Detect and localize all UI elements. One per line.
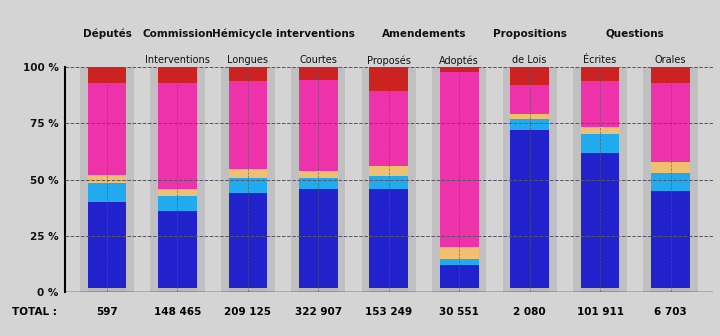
Text: TOTAL :: TOTAL : [12, 307, 57, 318]
Bar [361, 67, 416, 292]
Bar [651, 191, 690, 288]
Bar [228, 193, 267, 288]
Bar [651, 162, 690, 173]
Bar [299, 177, 338, 189]
Bar [88, 288, 127, 292]
Bar [299, 189, 338, 288]
Text: Interventions: Interventions [145, 55, 210, 66]
Bar [228, 67, 267, 81]
Text: 322 907: 322 907 [294, 307, 342, 318]
Text: Amendements: Amendements [382, 29, 467, 39]
Bar [299, 288, 338, 292]
Bar [440, 259, 479, 265]
Bar [158, 83, 197, 189]
Bar [581, 67, 619, 81]
Text: de Lois: de Lois [513, 55, 547, 66]
Bar [510, 115, 549, 119]
Bar [651, 173, 690, 191]
Bar [88, 202, 127, 288]
Bar [440, 265, 479, 288]
Bar [158, 196, 197, 211]
Text: 209 125: 209 125 [225, 307, 271, 318]
Bar [299, 80, 338, 171]
Bar [510, 67, 549, 85]
Bar [369, 67, 408, 91]
Bar [440, 72, 479, 247]
Bar [88, 183, 127, 202]
Bar [573, 67, 627, 292]
Bar [651, 288, 690, 292]
Text: Proposés: Proposés [367, 55, 410, 66]
Text: 597: 597 [96, 307, 118, 318]
Text: Questions: Questions [606, 29, 665, 39]
Bar [228, 169, 267, 177]
Text: 2 080: 2 080 [513, 307, 546, 318]
Text: 148 465: 148 465 [154, 307, 201, 318]
Bar [88, 175, 127, 183]
Bar [369, 176, 408, 189]
Bar [228, 81, 267, 169]
Text: Commission: Commission [142, 29, 213, 39]
Bar [299, 171, 338, 177]
Bar [228, 288, 267, 292]
Bar [510, 130, 549, 288]
Text: 153 249: 153 249 [365, 307, 413, 318]
Bar [503, 67, 557, 292]
Bar [88, 67, 127, 83]
Bar [581, 134, 619, 153]
Text: Écrites: Écrites [583, 55, 617, 66]
Bar [510, 119, 549, 130]
Bar [432, 67, 486, 292]
Text: Hémicycle interventions: Hémicycle interventions [212, 28, 354, 39]
Bar [581, 127, 619, 134]
Bar [440, 247, 479, 259]
Bar [292, 67, 346, 292]
Text: 30 551: 30 551 [439, 307, 480, 318]
Text: 6 703: 6 703 [654, 307, 687, 318]
Bar [221, 67, 275, 292]
Bar [581, 81, 619, 127]
Text: Courtes: Courtes [300, 55, 337, 66]
Bar [228, 177, 267, 193]
Bar [88, 83, 127, 175]
Bar [299, 67, 338, 80]
Bar [150, 67, 204, 292]
Bar [369, 166, 408, 176]
Text: Propositions: Propositions [492, 29, 567, 39]
Bar [581, 288, 619, 292]
Bar [440, 288, 479, 292]
Bar [369, 288, 408, 292]
Bar [510, 85, 549, 115]
Bar [644, 67, 698, 292]
Bar [158, 189, 197, 196]
Text: Adoptés: Adoptés [439, 55, 479, 66]
Bar [651, 67, 690, 83]
Bar [158, 211, 197, 288]
Text: Longues: Longues [228, 55, 269, 66]
Bar [158, 67, 197, 83]
Bar [369, 91, 408, 166]
Bar [80, 67, 134, 292]
Text: 101 911: 101 911 [577, 307, 624, 318]
Text: Députés: Députés [83, 28, 132, 39]
Bar [510, 288, 549, 292]
Bar [158, 288, 197, 292]
Text: Orales: Orales [654, 55, 686, 66]
Bar [440, 67, 479, 72]
Bar [369, 189, 408, 288]
Bar [651, 83, 690, 162]
Bar [581, 153, 619, 288]
